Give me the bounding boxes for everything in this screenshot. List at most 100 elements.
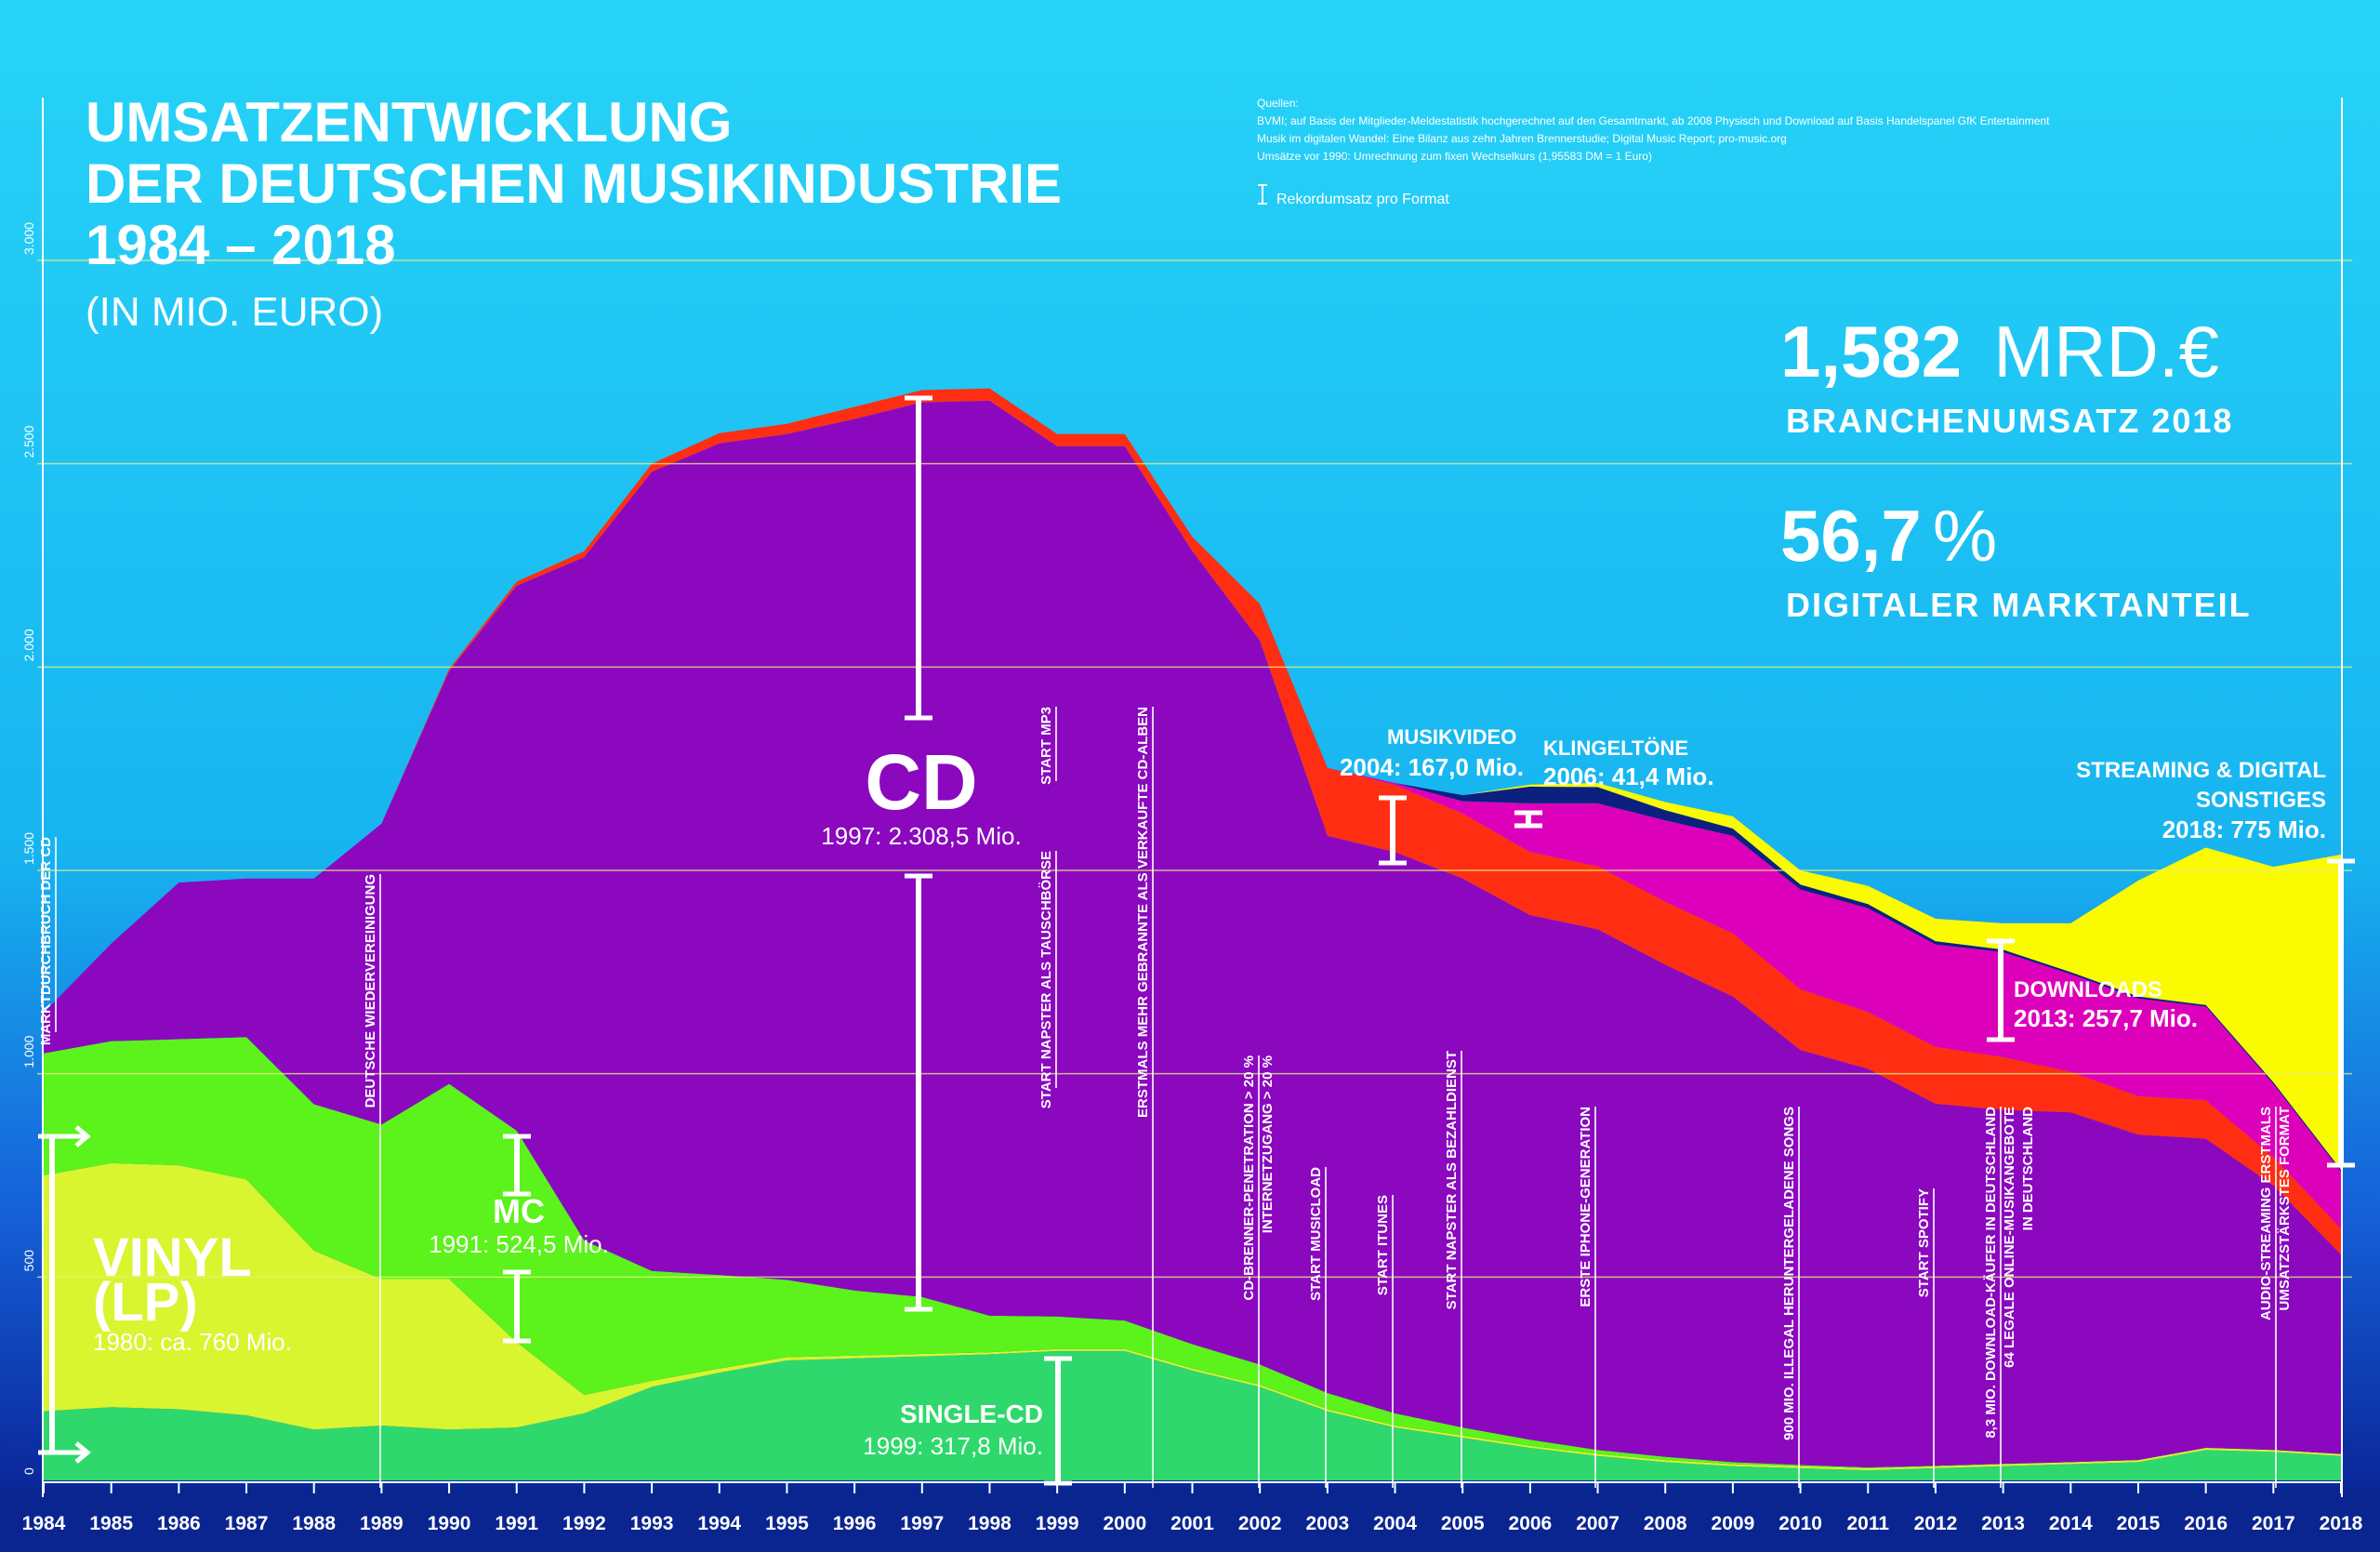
event-label: 64 LEGALE ONLINE-MUSIKANGEBOTE IN DEUTSCH… (2002, 1107, 2036, 1368)
kpi-revenue-unit: MRD.€ (1993, 311, 2219, 392)
sources-line: BVMI; auf Basis der Mitglieder-Meldestat… (1257, 114, 2050, 127)
klingeltoene-name: KLINGELTÖNE (1543, 736, 1688, 760)
event-label: START NAPSTER ALS BEZAHLDIENST (1444, 1051, 1460, 1309)
y-tick-label: 1.000 (21, 1035, 36, 1068)
vinyl-name: VINYL (93, 1227, 252, 1288)
vinyl-label: VINYL (LP) 1980: ca. 760 Mio. (93, 1227, 292, 1356)
x-tick-label: 1999 (1036, 1513, 1079, 1534)
event-label: AUDIO-STREAMING ERSTMALS UMSATZSTÄRKSTES … (2258, 1107, 2293, 1320)
x-tick-label: 1997 (900, 1513, 944, 1534)
x-tick-label: 1986 (157, 1513, 201, 1534)
streaming-name: SONSTIGES (2196, 788, 2326, 813)
kpi-share-label: DIGITALER MARKTANTEIL (1786, 586, 2252, 624)
x-tick-label: 1992 (562, 1513, 606, 1534)
x-tick-label: 1993 (630, 1513, 674, 1534)
x-tick-label: 2010 (1778, 1513, 1822, 1534)
cd-detail: 1997: 2.308,5 Mio. (821, 822, 1021, 850)
x-tick-label: 2003 (1305, 1513, 1349, 1534)
event-label: START NAPSTER ALS TAUSCHBÖRSE (1038, 851, 1054, 1108)
downloads-label: DOWNLOADS 2013: 257,7 Mio. (2014, 977, 2198, 1032)
gridlines: 0 500 1.000 1.500 2.000 2.500 3.000 (21, 222, 2352, 1475)
sources-line: Musik im digitalen Wandel: Eine Bilanz a… (1257, 132, 1787, 145)
x-tick-label: 2014 (2049, 1513, 2093, 1534)
record-legend-icon (1258, 184, 1267, 205)
x-tick-label: 2016 (2184, 1513, 2228, 1534)
x-tick-label: 1985 (89, 1513, 133, 1534)
x-tick-label: 1990 (428, 1513, 471, 1534)
mc-label: MC 1991: 524,5 Mio. (429, 1192, 609, 1258)
y-tick-label: 500 (21, 1250, 36, 1272)
sources-heading: Quellen: (1257, 97, 1299, 110)
event-label: START MUSICLOAD (1308, 1167, 1324, 1301)
arrow-icon (74, 1441, 91, 1464)
x-tick-label: 1991 (495, 1513, 538, 1534)
area-single-cd (44, 1350, 2341, 1480)
x-tick-label: 2015 (2117, 1513, 2161, 1534)
single-cd-detail: 1999: 317,8 Mio. (863, 1432, 1043, 1460)
klingeltoene-label: KLINGELTÖNE 2006: 41,4 Mio. (1543, 736, 1714, 790)
area-vinyl-lp- (44, 1162, 2341, 1471)
klingeltoene-detail: 2006: 41,4 Mio. (1543, 763, 1714, 790)
single-cd-name: SINGLE-CD (900, 1399, 1043, 1428)
mc-detail: 1991: 524,5 Mio. (429, 1230, 609, 1258)
x-tick-label: 1994 (697, 1513, 741, 1534)
musikvideo-name: MUSIKVIDEO (1387, 725, 1516, 749)
x-tick-label: 2006 (1509, 1513, 1553, 1534)
y-tick-label: 0 (21, 1467, 36, 1475)
event-label: ERSTMALS MEHR GEBRANNTE ALS VERKAUFTE CD… (1135, 707, 1151, 1118)
streaming-name: STREAMING & DIGITAL (2076, 758, 2326, 783)
x-tick-label: 1996 (833, 1513, 877, 1534)
arrow-icon (74, 1125, 91, 1147)
kpi-digital-share: 56,7% DIGITALER MARKTANTEIL (1780, 495, 2252, 624)
musikvideo-label: MUSIKVIDEO 2004: 167,0 Mio. (1340, 725, 1524, 781)
x-axis-band (0, 1488, 2380, 1552)
vinyl-detail: 1980: ca. 760 Mio. (93, 1328, 292, 1356)
x-tick-label: 2004 (1373, 1513, 1417, 1534)
vinyl-name: (LP) (93, 1272, 198, 1333)
streaming-detail: 2018: 775 Mio. (2162, 816, 2326, 843)
x-tick-label: 2000 (1103, 1513, 1146, 1534)
kpi-share-value: 56,7 (1780, 495, 1922, 577)
kpi-revenue: 1,582 MRD.€ BRANCHENUMSATZ 2018 (1780, 311, 2231, 440)
single-cd-label: SINGLE-CD 1999: 317,8 Mio. (863, 1399, 1043, 1460)
x-tick-label: 2009 (1712, 1513, 1755, 1534)
title-line-2: DER DEUTSCHEN MUSIKINDUSTRIE (86, 153, 1062, 215)
x-tick-label: 1989 (360, 1513, 403, 1534)
sources-line: Umsätze vor 1990: Umrechnung zum fixen W… (1257, 150, 1652, 163)
x-tick-label: 1984 (22, 1513, 66, 1534)
area-mc (44, 1037, 2341, 1468)
record-legend-label: Rekordumsatz pro Format (1276, 192, 1449, 207)
x-tick-label: 1988 (292, 1513, 336, 1534)
title-line-1: UMSATZENTWICKLUNG (86, 91, 732, 153)
chart-title: UMSATZENTWICKLUNG DER DEUTSCHEN MUSIKIND… (86, 91, 1062, 276)
event-label: START ITUNES (1375, 1195, 1391, 1295)
y-tick-label: 2.000 (21, 629, 36, 661)
event-label: MARKTDURCHBRUCH DER CD (38, 837, 54, 1045)
x-tick-label: 2005 (1441, 1513, 1485, 1534)
record-markers (38, 395, 2355, 1486)
x-tick-label: 2002 (1238, 1513, 1282, 1534)
x-tick-label: 1987 (225, 1513, 269, 1534)
event-label: CD-BRENNER-PENETRATION > 20 % INTERNETZUG… (1241, 1055, 1276, 1301)
x-tick-label: 1995 (765, 1513, 809, 1534)
event-label: ERSTE IPHONE-GENERATION (1578, 1107, 1593, 1307)
event-label: 900 MIO. ILLEGAL HERUNTERGELADENE SONGS (1781, 1107, 1797, 1440)
event-label: START SPOTIFY (1916, 1188, 1932, 1297)
musikvideo-detail: 2004: 167,0 Mio. (1340, 753, 1524, 781)
format-labels: VINYL (LP) 1980: ca. 760 Mio. MC 1991: 5… (93, 725, 2326, 1460)
x-tick-label: 2011 (1846, 1513, 1889, 1534)
kpi-share-unit: % (1933, 495, 1997, 577)
x-tick-label: 2012 (1914, 1513, 1958, 1534)
x-tick-label: 2008 (1644, 1513, 1687, 1534)
sources: Quellen: BVMI; auf Basis der Mitglieder-… (1257, 97, 2050, 207)
event-markers: MARKTDURCHBRUCH DER CD DEUTSCHE WIEDERVER… (38, 707, 2293, 1488)
event-label: 8,3 MIO. DOWNLOAD-KÄUFER IN DEUTSCHLAND (1983, 1107, 1999, 1439)
x-tick-label: 2001 (1170, 1513, 1214, 1534)
x-tick-label: 2013 (1981, 1513, 2025, 1534)
cd-name: CD (865, 738, 977, 826)
downloads-name: DOWNLOADS (2014, 977, 2162, 1002)
streaming-label: STREAMING & DIGITAL SONSTIGES 2018: 775 … (2076, 758, 2326, 843)
chart-subtitle: (IN MIO. EURO) (86, 289, 383, 335)
